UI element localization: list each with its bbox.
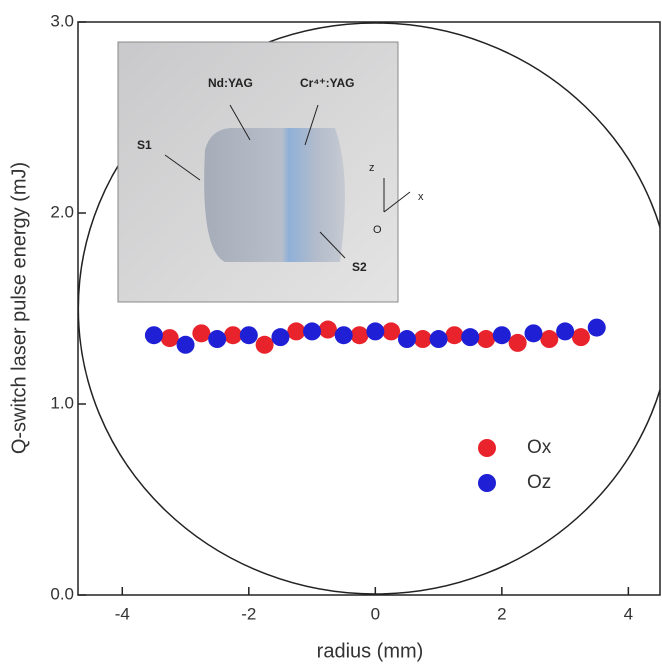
point (334, 326, 353, 345)
point (223, 326, 242, 345)
point (239, 326, 258, 345)
pointer (319, 231, 346, 259)
y-tick-label: 1.0 (50, 393, 74, 412)
inset-label: z (369, 162, 375, 174)
x-tick-label: 2 (497, 604, 506, 623)
y-tick-label: 2.0 (50, 202, 74, 221)
point (413, 330, 432, 349)
inset-label: O (373, 224, 382, 236)
point (540, 330, 559, 349)
point (160, 329, 179, 348)
y-tick-label: 0.0 (50, 584, 74, 603)
point (445, 326, 464, 345)
point (382, 322, 401, 341)
inset-label: Nd:YAG (208, 76, 253, 90)
point (208, 330, 227, 349)
point (397, 330, 416, 349)
legend-label: Oz (527, 472, 551, 493)
y-tick-label: 3.0 (50, 11, 74, 30)
crystal (204, 128, 345, 262)
point (271, 328, 290, 347)
point (192, 324, 211, 343)
inset-label: Cr⁴⁺:YAG (300, 76, 355, 90)
point (144, 326, 163, 345)
point (318, 320, 337, 339)
point (366, 322, 385, 341)
x-tick-label: -2 (241, 604, 256, 623)
point (287, 322, 306, 341)
legend-marker (478, 474, 496, 492)
point (556, 322, 575, 341)
y-axis-label: Q-switch laser pulse energy (mJ) (8, 162, 30, 454)
point (429, 330, 448, 349)
point (255, 335, 274, 354)
point (477, 330, 496, 349)
point (587, 318, 606, 337)
inset-label: S1 (137, 138, 152, 152)
point (303, 322, 322, 341)
inset-label: x (418, 191, 424, 203)
point (350, 326, 369, 345)
plot-frame (77, 21, 661, 596)
x-tick-label: 4 (624, 604, 633, 623)
pointer (304, 104, 319, 146)
axis-arrow (383, 191, 411, 213)
point (492, 326, 511, 345)
x-axis-label: radius (mm) (317, 640, 424, 662)
pointer (229, 104, 251, 141)
x-tick-label: 0 (371, 604, 380, 623)
point (524, 324, 543, 343)
legend-marker (478, 439, 496, 457)
inset-label: S2 (352, 260, 367, 274)
inset-photo: Nd:YAG Cr⁴⁺:YAG S1 S2 z x O (117, 41, 424, 303)
point (571, 328, 590, 347)
point (508, 333, 527, 352)
point (176, 335, 195, 354)
point (461, 328, 480, 347)
pointer (164, 154, 201, 181)
legend-label: Ox (527, 437, 552, 458)
x-tick-label: -4 (115, 604, 130, 623)
